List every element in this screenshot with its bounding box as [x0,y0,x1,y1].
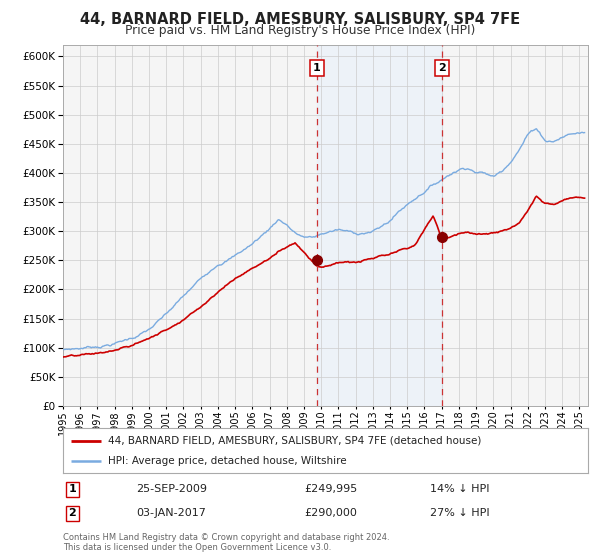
Bar [317,45,442,406]
Text: 1: 1 [313,63,320,73]
Text: 2: 2 [68,508,76,518]
Text: 1: 1 [68,484,76,494]
Text: 44, BARNARD FIELD, AMESBURY, SALISBURY, SP4 7FE: 44, BARNARD FIELD, AMESBURY, SALISBURY, … [80,12,520,27]
Text: £249,995: £249,995 [305,484,358,494]
Text: Price paid vs. HM Land Registry's House Price Index (HPI): Price paid vs. HM Land Registry's House … [125,24,475,37]
Text: £290,000: £290,000 [305,508,358,518]
Text: This data is licensed under the Open Government Licence v3.0.: This data is licensed under the Open Gov… [63,543,331,552]
Text: 25-SEP-2009: 25-SEP-2009 [137,484,208,494]
Text: 03-JAN-2017: 03-JAN-2017 [137,508,206,518]
Text: 14% ↓ HPI: 14% ↓ HPI [431,484,490,494]
Text: 27% ↓ HPI: 27% ↓ HPI [431,508,490,518]
Text: 2: 2 [438,63,446,73]
Text: HPI: Average price, detached house, Wiltshire: HPI: Average price, detached house, Wilt… [107,456,346,466]
Text: Contains HM Land Registry data © Crown copyright and database right 2024.: Contains HM Land Registry data © Crown c… [63,533,389,542]
Text: 44, BARNARD FIELD, AMESBURY, SALISBURY, SP4 7FE (detached house): 44, BARNARD FIELD, AMESBURY, SALISBURY, … [107,436,481,446]
